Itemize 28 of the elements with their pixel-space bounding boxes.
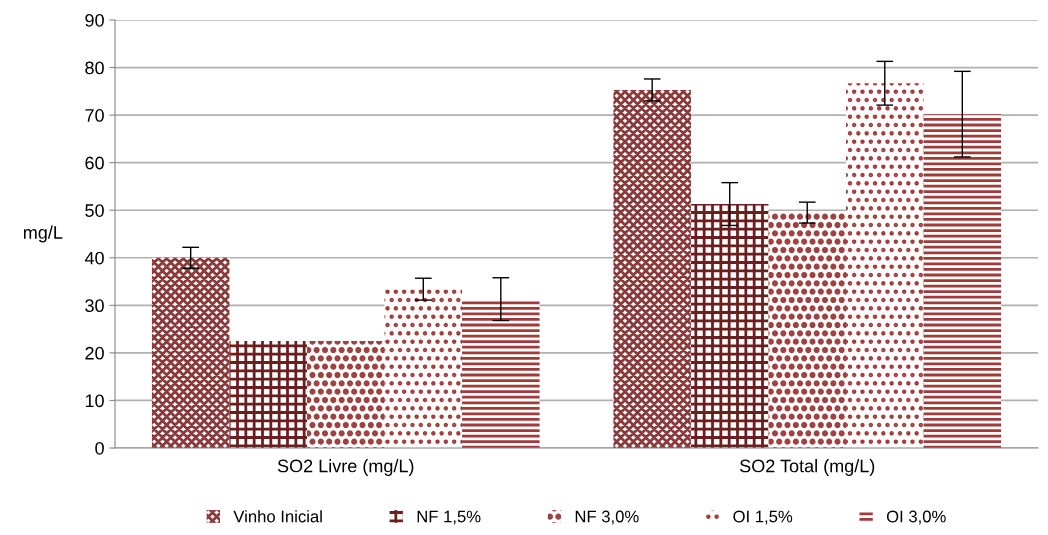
bar	[151, 257, 230, 448]
y-tick-label: 60	[85, 156, 104, 170]
y-tick-label: 70	[85, 109, 104, 122]
bar	[306, 341, 385, 448]
bar	[462, 299, 540, 448]
legend-label: NF 3,0%	[575, 510, 639, 525]
x-tick-label: SO2 Livre (mg/L)	[277, 459, 414, 476]
bar	[613, 89, 691, 448]
legend-label: OI 1,5%	[733, 510, 793, 525]
y-tick-label: 10	[85, 394, 104, 408]
y-tick-label: 50	[85, 204, 104, 217]
legend-label: Vinho Inicial	[233, 510, 322, 523]
y-tick-label: 40	[84, 251, 104, 265]
bar	[229, 341, 307, 448]
bar	[768, 212, 847, 448]
y-tick-label: 80	[85, 61, 104, 75]
y-tick-label: 0	[95, 441, 104, 455]
y-axis-title: mg/L	[23, 225, 63, 243]
y-tick-label: 30	[85, 299, 104, 313]
bar	[690, 204, 769, 448]
bar	[384, 289, 463, 448]
bar	[923, 114, 1002, 448]
y-tick-label: 90	[85, 13, 104, 27]
bar	[846, 83, 924, 448]
x-tick-label: SO2 Total (mg/L)	[740, 459, 875, 476]
legend-label: NF 1,5%	[417, 510, 481, 525]
y-tick-label: 20	[85, 346, 104, 360]
legend-label: OI 3,0%	[886, 510, 946, 525]
